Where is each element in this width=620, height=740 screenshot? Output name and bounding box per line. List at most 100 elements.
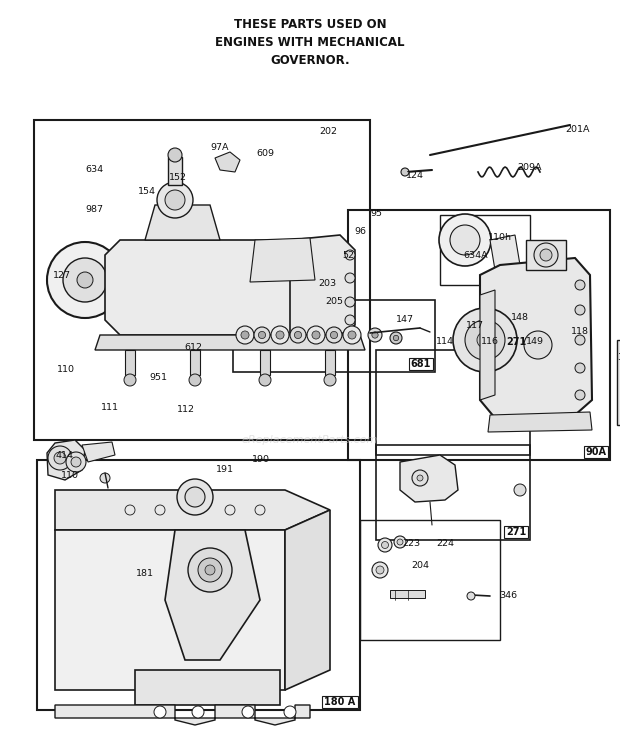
Text: 414: 414 [55, 451, 73, 460]
Circle shape [54, 452, 66, 464]
Bar [233, 300, 435, 372]
Circle shape [372, 562, 388, 578]
Circle shape [397, 539, 403, 545]
Circle shape [192, 706, 204, 718]
Text: 634A: 634A [464, 251, 489, 260]
Text: 224: 224 [436, 539, 454, 548]
Text: 118: 118 [571, 328, 589, 337]
Circle shape [71, 457, 81, 467]
Circle shape [63, 258, 107, 302]
Polygon shape [135, 670, 280, 705]
Text: 152: 152 [169, 173, 187, 183]
Circle shape [345, 273, 355, 283]
Circle shape [157, 182, 193, 218]
Polygon shape [480, 258, 592, 418]
Bar [440, 215, 530, 285]
Text: 114: 114 [436, 337, 454, 346]
Circle shape [154, 706, 166, 718]
Circle shape [534, 243, 558, 267]
Circle shape [412, 470, 428, 486]
Polygon shape [490, 235, 520, 270]
Text: 634: 634 [85, 166, 103, 175]
Text: 271: 271 [506, 527, 526, 537]
Circle shape [168, 148, 182, 162]
Bar [584, 446, 608, 458]
Text: 116: 116 [481, 337, 499, 346]
Polygon shape [165, 530, 260, 660]
Circle shape [345, 297, 355, 307]
Text: 181: 181 [136, 570, 154, 579]
Text: 180 A: 180 A [324, 697, 356, 707]
Circle shape [324, 374, 336, 386]
Circle shape [271, 326, 289, 344]
Text: 191: 191 [216, 465, 234, 474]
Circle shape [575, 363, 585, 373]
Text: THESE PARTS USED ON
ENGINES WITH MECHANICAL
GOVERNOR.: THESE PARTS USED ON ENGINES WITH MECHANI… [215, 18, 405, 67]
Polygon shape [480, 290, 495, 400]
Bar [376, 350, 530, 455]
Circle shape [47, 242, 123, 318]
Polygon shape [55, 530, 285, 690]
Bar [376, 445, 530, 540]
Text: 612: 612 [184, 343, 202, 352]
Circle shape [372, 332, 378, 338]
Circle shape [390, 332, 402, 344]
Circle shape [514, 484, 526, 496]
Text: 209A: 209A [518, 164, 542, 172]
Circle shape [467, 592, 475, 600]
Polygon shape [285, 510, 330, 690]
Circle shape [185, 487, 205, 507]
Circle shape [575, 335, 585, 345]
Bar [190, 350, 200, 375]
Circle shape [290, 327, 306, 343]
Circle shape [524, 331, 552, 359]
Bar [325, 350, 335, 375]
Circle shape [393, 335, 399, 340]
Circle shape [259, 374, 271, 386]
Polygon shape [400, 455, 458, 502]
Text: 96: 96 [354, 227, 366, 237]
Circle shape [294, 332, 301, 339]
Circle shape [100, 473, 110, 483]
Circle shape [77, 272, 93, 288]
Bar [504, 526, 528, 538]
Circle shape [394, 536, 406, 548]
Text: 111: 111 [101, 403, 119, 412]
Text: 203: 203 [318, 278, 336, 288]
Bar [390, 590, 425, 598]
Circle shape [348, 331, 356, 339]
Circle shape [330, 332, 338, 339]
Circle shape [254, 327, 270, 343]
Polygon shape [55, 490, 330, 530]
Text: 271: 271 [506, 337, 526, 347]
Polygon shape [105, 240, 310, 335]
Text: 117: 117 [466, 320, 484, 329]
Text: 204: 204 [411, 560, 429, 570]
Circle shape [48, 446, 72, 470]
Text: 52: 52 [342, 252, 354, 260]
Polygon shape [95, 335, 365, 350]
Circle shape [575, 390, 585, 400]
Text: 90A: 90A [585, 447, 606, 457]
Polygon shape [250, 238, 315, 282]
Polygon shape [488, 412, 592, 432]
Text: 223: 223 [402, 539, 420, 548]
Circle shape [326, 327, 342, 343]
Bar [260, 350, 270, 375]
Text: 124: 124 [406, 170, 424, 180]
Text: 149: 149 [526, 337, 544, 346]
Text: 110h: 110h [488, 234, 512, 243]
Circle shape [417, 475, 423, 481]
Text: 127: 127 [53, 272, 71, 280]
Circle shape [575, 280, 585, 290]
Circle shape [453, 308, 517, 372]
Bar [504, 336, 528, 348]
Circle shape [575, 305, 585, 315]
Bar [409, 358, 433, 370]
Circle shape [381, 542, 389, 548]
Text: 110: 110 [57, 366, 75, 374]
Circle shape [307, 326, 325, 344]
Circle shape [376, 566, 384, 574]
Bar [34, 120, 370, 440]
Circle shape [284, 706, 296, 718]
